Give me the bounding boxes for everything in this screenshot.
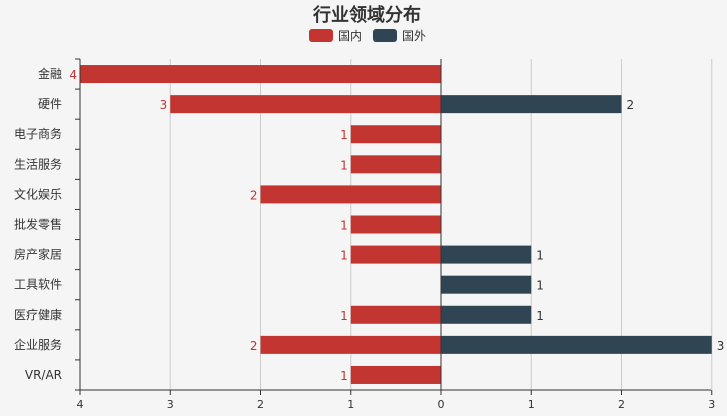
category-label-0: 金融 (38, 66, 62, 81)
category-label-3: 生活服务 (14, 156, 62, 171)
bar-foreign-6 (441, 245, 532, 264)
category-label-2: 电子商务 (14, 126, 62, 141)
legend: 国内 国外 (309, 29, 426, 43)
bar-domestic-6 (350, 245, 441, 264)
legend-label-1: 国外 (402, 29, 426, 43)
bar-foreign-9 (441, 335, 712, 354)
legend-label-0: 国内 (338, 29, 362, 43)
category-label-1: 硬件 (38, 97, 62, 111)
x-tick-label-3: 1 (347, 398, 354, 411)
category-label-10: VR/AR (25, 368, 62, 382)
value-label-foreign-8: 1 (536, 309, 544, 323)
x-tick-label-5: 1 (528, 398, 535, 411)
bar-domestic-0 (80, 65, 441, 84)
legend-swatch-0 (309, 29, 333, 42)
category-label-8: 医疗健康 (14, 307, 62, 322)
bar-foreign-1 (441, 95, 622, 114)
chart-title: 行业领域分布 (312, 4, 421, 26)
bar-domestic-5 (350, 215, 441, 234)
category-label-4: 文化娱乐 (14, 186, 62, 201)
category-label-7: 工具软件 (14, 278, 62, 292)
labels: 4 金融 3 2 硬件 1 电子商务 1 生活服务 2 文化娱乐 1 批发零售 1 1 房产家居 1 工具软件 1 1… (14, 58, 725, 391)
legend-swatch-1 (373, 29, 397, 42)
value-label-domestic-9: 2 (250, 339, 258, 353)
value-label-domestic-5: 1 (340, 219, 348, 233)
value-label-foreign-6: 1 (536, 249, 544, 263)
x-tick-label-0: 4 (77, 398, 84, 411)
x-tick-label-1: 3 (167, 398, 174, 411)
value-label-domestic-4: 2 (250, 188, 258, 202)
category-label-9: 企业服务 (14, 337, 62, 352)
value-label-domestic-0: 4 (69, 68, 77, 82)
bar-domestic-8 (350, 305, 441, 324)
value-label-foreign-9: 3 (717, 339, 725, 353)
bar-domestic-10 (350, 365, 441, 384)
category-label-6: 房产家居 (14, 247, 62, 262)
bar-domestic-2 (350, 125, 441, 144)
value-label-domestic-2: 1 (340, 128, 348, 142)
bar-domestic-4 (260, 185, 441, 204)
value-label-foreign-7: 1 (536, 279, 544, 293)
bar-foreign-7 (441, 275, 532, 294)
value-label-domestic-6: 1 (340, 249, 348, 263)
bar-domestic-3 (350, 155, 441, 174)
value-label-domestic-1: 3 (160, 98, 168, 112)
x-tick-label-7: 3 (708, 398, 715, 411)
bar-foreign-8 (441, 305, 532, 324)
bar-domestic-9 (260, 335, 441, 354)
category-label-5: 批发零售 (14, 217, 62, 232)
x-tick-label-4: 0 (438, 398, 445, 411)
x-tick-label-6: 2 (618, 398, 625, 411)
bars (80, 65, 712, 384)
value-label-foreign-1: 2 (627, 98, 635, 112)
axes: 4 3 2 1 0 1 2 3 (77, 59, 715, 411)
bar-domestic-1 (170, 95, 441, 114)
value-label-domestic-3: 1 (340, 158, 348, 172)
value-label-domestic-10: 1 (340, 369, 348, 383)
x-tick-label-2: 2 (257, 398, 264, 411)
value-label-domestic-8: 1 (340, 309, 348, 323)
